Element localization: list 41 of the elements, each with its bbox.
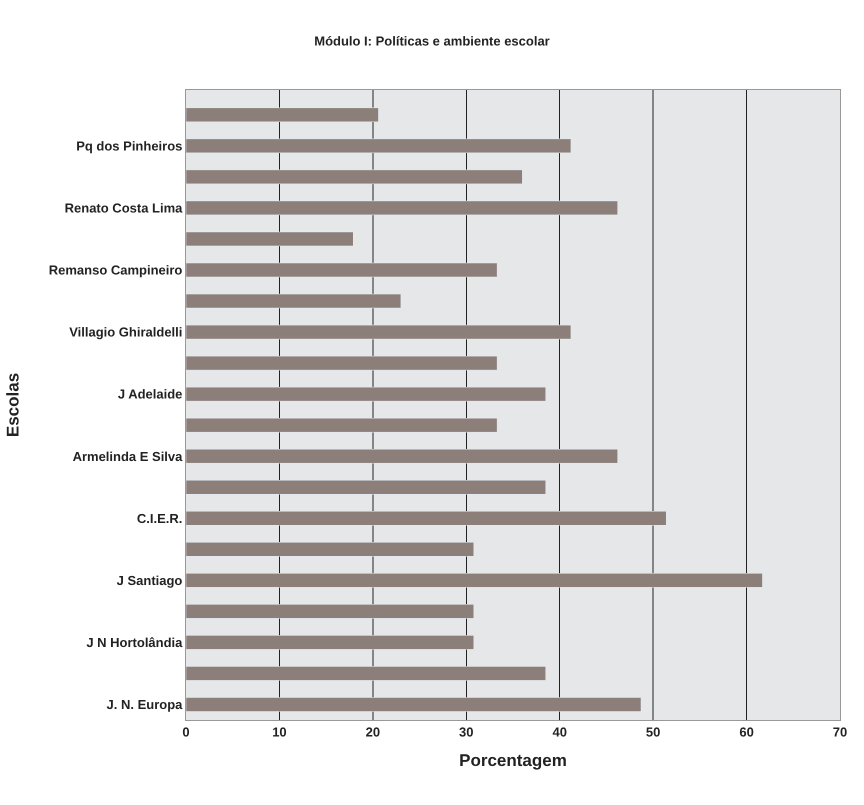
y-tick-label: Renato Costa Lima [64, 200, 184, 216]
bar [186, 448, 618, 464]
bar [186, 635, 474, 650]
bar [186, 386, 546, 402]
bar [186, 604, 474, 619]
bar [186, 170, 523, 184]
y-tick-label: J Adelaide [118, 386, 182, 402]
chart-title: Módulo I: Políticas e ambiente escolar [314, 33, 550, 48]
bar [186, 356, 498, 370]
bar [186, 418, 498, 432]
bar [186, 573, 763, 588]
x-tick-label: 70 [832, 724, 848, 740]
bar [186, 200, 618, 216]
y-tick-label: Remanso Campineiro [48, 262, 182, 278]
x-tick-label: 30 [459, 724, 474, 740]
x-tick-label: 50 [646, 724, 660, 740]
bar [186, 542, 474, 557]
y-tick-label: J. N. Europa [106, 697, 184, 712]
y-axis-title: Escolas [3, 372, 22, 438]
bar [186, 697, 642, 712]
y-tick-label: Pq dos Pinheiros [76, 138, 182, 154]
x-tick-label: 20 [366, 724, 380, 740]
bar [186, 324, 572, 340]
x-tick-label: 0 [182, 724, 190, 740]
bar [186, 138, 572, 154]
bar [186, 232, 354, 246]
y-tick-label: J Santiago [116, 572, 182, 588]
bar [186, 666, 546, 681]
x-tick-label: 40 [552, 724, 567, 740]
bar [186, 480, 546, 494]
x-tick-label: 60 [739, 724, 754, 740]
y-tick-label: J N Hortolândia [86, 634, 184, 650]
x-tick-label: 10 [272, 724, 287, 740]
x-axis-title: Porcentagem [459, 751, 567, 770]
y-tick-label: Armelinda E Silva [72, 448, 184, 464]
bar [186, 262, 498, 278]
bar [186, 294, 402, 308]
bar [186, 511, 666, 526]
y-tick-label: C.I.E.R. [136, 510, 182, 526]
bar [186, 108, 379, 122]
y-tick-label: Villagio Ghiraldelli [69, 324, 182, 340]
